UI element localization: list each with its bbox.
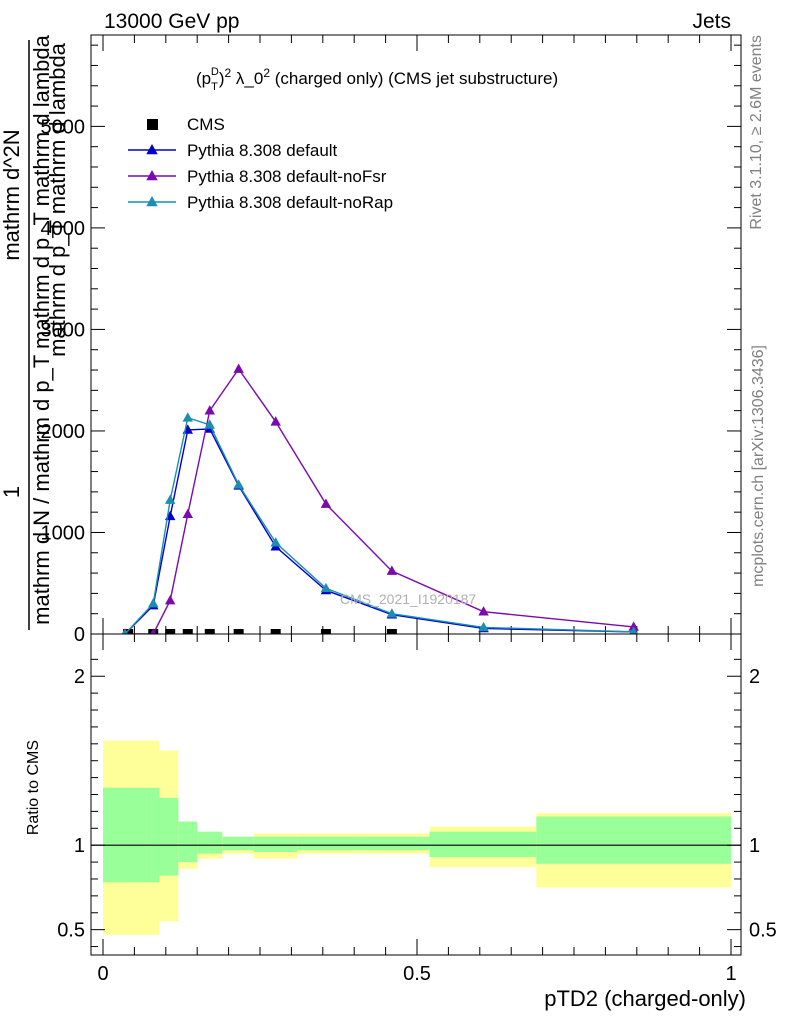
title-sup-d: D: [211, 66, 219, 78]
pythia-8-308-default-norap-point: [182, 412, 194, 422]
title-lead: (p: [196, 69, 211, 88]
ratio-bands: [91, 740, 741, 935]
ratio-inner-band-bin: [146, 787, 160, 883]
ratio-x-tick-label: 1: [725, 963, 736, 985]
cms-point: [386, 629, 397, 634]
legend-marker-pythia-8-308-default: [146, 144, 158, 155]
legend-label-pythia-8-308-default-nofsr: Pythia 8.308 default-noFsr: [187, 167, 387, 186]
legend-marker-pythia-8-308-default-nofsr: [146, 170, 158, 181]
header-right: Jets: [692, 10, 731, 33]
legend-label-cms: CMS: [187, 115, 225, 134]
pythia-8-308-default-norap-point: [121, 628, 129, 634]
pythia-8-308-default-nofsr-point: [204, 405, 215, 415]
title-sup-3: 2: [263, 66, 270, 80]
ratio-inner-band-bin: [222, 836, 254, 851]
title-sup-2: 2: [224, 66, 231, 80]
ratio-inner-band-bin: [536, 816, 731, 864]
legend-marker-cms: [147, 119, 158, 130]
main-y-tick-label: 2000: [41, 421, 86, 443]
ratio-x-tick-label: 0.5: [403, 963, 431, 985]
ratio-y-tick-label-left: 0.5: [57, 920, 85, 942]
pythia-8-308-default-nofsr-point: [150, 628, 157, 634]
cms-point: [320, 629, 331, 634]
legend-label-pythia-8-308-default-norap: Pythia 8.308 default-noRap: [187, 193, 393, 212]
ylabel-numerator-text: mathrm d^2N: [0, 129, 24, 260]
ratio-y-ticks: 0.5 0.5 1 1 2 2: [57, 658, 777, 948]
title-sub-t: T: [211, 81, 218, 93]
pythia-8-308-default-norap-point: [629, 626, 638, 634]
ratio-y-tick-label-left: 1: [74, 835, 85, 857]
cms-point: [270, 629, 281, 634]
pythia-8-308-default-norap-point: [320, 582, 332, 593]
title-lambda: λ_0: [231, 69, 263, 88]
pythia-8-308-default-norap-point: [478, 621, 489, 632]
cms-point: [233, 629, 244, 634]
ratio-x-tick-label: 0: [97, 963, 108, 985]
pythia-8-308-default-norap-point: [148, 598, 159, 608]
ratio-inner-band-bin: [253, 836, 298, 852]
rivet-label: Rivet 3.1.10, ≥ 2.6M events: [748, 35, 765, 230]
pythia-8-308-default-nofsr-point: [164, 594, 176, 605]
pythia-8-308-default-nofsr-point: [478, 606, 489, 616]
main-y-tick-label: 5000: [41, 116, 86, 138]
pythia-8-308-default-norap-point: [233, 479, 244, 489]
ylabel-denominator: mathrm d N / mathrm d p_T mathrm d p_T m…: [29, 34, 54, 624]
main-y-tick-label: 1000: [41, 522, 86, 544]
pythia-8-308-default-nofsr-point: [270, 416, 281, 426]
ratio-panel: 0.5 0.51 12 2 0 0.5 1 Ratio to CMS pTD2 (char…: [25, 633, 777, 1011]
pythia-8-308-default-norap-point: [270, 537, 281, 547]
ratio-y-tick-label-right: 2: [749, 666, 760, 688]
pythia-8-308-default-nofsr-point: [320, 498, 332, 508]
header-left: 13000 GeV pp: [104, 10, 239, 33]
main-y-tick-label: 3000: [41, 319, 86, 341]
pythia-8-308-default-nofsr-point: [233, 363, 244, 373]
main-y-tick-label: 4000: [41, 218, 86, 240]
main-y-label: 1 mathrm d^2N mathrm d N / mathrm d p_T …: [0, 34, 70, 630]
pythia-8-308-default-nofsr-point: [628, 621, 639, 631]
legend: CMS Pythia 8.308 default Pythia 8.308 defa…: [128, 115, 393, 212]
ratio-inner-band-bin: [297, 836, 361, 851]
ratio-inner-band-bin: [429, 831, 537, 858]
pythia-8-308-default-norap-point: [204, 419, 215, 429]
ylabel-numerator: 1: [0, 486, 24, 498]
main-title: (pTD)2 λ_02 (charged only) (CMS jet subs…: [196, 66, 558, 93]
watermark: CMS_2021_I1920187: [340, 591, 476, 607]
main-y-ticks: 0 1000 2000 3000 4000 5000: [41, 44, 741, 646]
pythia-8-308-default-norap-point: [164, 494, 176, 504]
x-axis-label: pTD2 (charged-only): [544, 986, 746, 1011]
cms-point: [182, 629, 193, 634]
cms-point: [165, 629, 176, 634]
ratio-plot-frame: [90, 633, 742, 956]
legend-marker-pythia-8-308-default-norap: [146, 196, 158, 207]
ratio-inner-band-bin: [159, 797, 179, 876]
ratio-x-ticks: 0 0.5 1: [97, 634, 737, 985]
ratio-inner-band-bin: [360, 836, 430, 851]
pythia-8-308-default-nofsr-point: [386, 565, 398, 575]
title-mid: ): [219, 69, 225, 88]
main-series: [121, 363, 639, 634]
ratio-inner-band-bin: [178, 821, 198, 863]
ratio-y-tick-label-left: 2: [74, 666, 85, 688]
ratio-inner-band-bin: [197, 831, 223, 854]
legend-label-pythia-8-308-default: Pythia 8.308 default: [187, 141, 338, 160]
ratio-inner-band-bin: [103, 787, 147, 883]
ratio-y-label: Ratio to CMS: [25, 740, 42, 835]
cms-point: [204, 629, 215, 634]
ratio-y-tick-label-right: 0.5: [749, 920, 777, 942]
title-tail: (charged only) (CMS jet substructure): [270, 69, 558, 88]
mcplots-label: mcplots.cern.ch [arXiv:1306.3436]: [750, 345, 767, 587]
ylabel-extra: mathrm d p_T mathrm d lambda: [45, 42, 70, 357]
pythia-8-308-default-norap-point: [386, 608, 398, 618]
ratio-y-tick-label-right: 1: [749, 835, 760, 857]
main-y-tick-label: 0: [74, 624, 85, 646]
pythia-8-308-default-nofsr-point: [182, 508, 194, 519]
